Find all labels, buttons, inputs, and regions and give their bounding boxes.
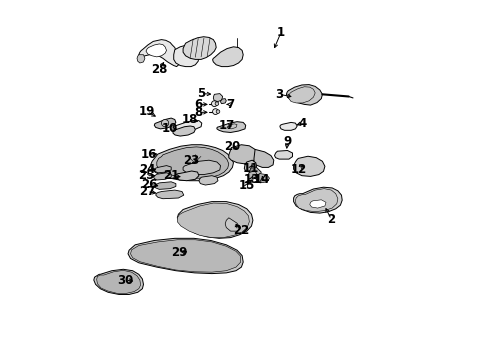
Polygon shape <box>153 173 171 180</box>
Polygon shape <box>173 126 196 136</box>
Text: 22: 22 <box>233 224 249 237</box>
Polygon shape <box>154 118 176 129</box>
Polygon shape <box>286 85 322 105</box>
Polygon shape <box>137 55 145 63</box>
Circle shape <box>213 109 219 114</box>
Text: 2: 2 <box>327 213 336 226</box>
Polygon shape <box>155 182 176 189</box>
Text: 25: 25 <box>138 169 154 182</box>
Polygon shape <box>245 160 257 172</box>
Polygon shape <box>294 156 325 176</box>
Polygon shape <box>130 240 241 272</box>
Polygon shape <box>217 122 245 132</box>
Polygon shape <box>139 40 181 67</box>
Text: 9: 9 <box>283 135 292 148</box>
Text: 30: 30 <box>118 274 134 287</box>
Polygon shape <box>229 145 258 164</box>
Polygon shape <box>177 203 249 238</box>
Text: 27: 27 <box>139 185 155 198</box>
Text: 10: 10 <box>161 122 177 135</box>
Polygon shape <box>213 94 222 102</box>
Text: 13: 13 <box>244 173 260 186</box>
Polygon shape <box>94 269 144 294</box>
Polygon shape <box>151 145 233 181</box>
Polygon shape <box>295 189 338 212</box>
Circle shape <box>216 110 220 113</box>
Polygon shape <box>294 187 342 213</box>
Polygon shape <box>289 87 315 103</box>
Polygon shape <box>274 150 293 159</box>
Text: 28: 28 <box>151 63 168 76</box>
Polygon shape <box>174 45 199 67</box>
Text: 19: 19 <box>139 105 155 118</box>
Text: 11: 11 <box>242 162 259 175</box>
Polygon shape <box>310 200 326 208</box>
Text: 29: 29 <box>172 246 188 259</box>
Polygon shape <box>228 124 237 129</box>
Polygon shape <box>254 149 274 167</box>
Text: 16: 16 <box>140 148 157 161</box>
Text: 24: 24 <box>139 163 155 176</box>
Text: 26: 26 <box>142 178 158 191</box>
Text: 21: 21 <box>163 169 179 182</box>
Polygon shape <box>257 174 270 183</box>
Circle shape <box>212 101 217 107</box>
Polygon shape <box>173 121 202 130</box>
Text: 23: 23 <box>184 154 200 167</box>
Text: 8: 8 <box>194 106 202 119</box>
Polygon shape <box>225 218 240 231</box>
Text: 12: 12 <box>291 163 307 176</box>
Text: 17: 17 <box>219 119 235 132</box>
Text: 15: 15 <box>239 179 255 192</box>
Text: 20: 20 <box>224 140 241 153</box>
Polygon shape <box>183 37 216 59</box>
Polygon shape <box>154 166 171 173</box>
Polygon shape <box>248 171 257 179</box>
Polygon shape <box>249 166 261 178</box>
Circle shape <box>162 120 169 127</box>
Polygon shape <box>128 238 243 274</box>
Polygon shape <box>146 44 167 57</box>
Polygon shape <box>157 147 229 178</box>
Polygon shape <box>213 47 243 67</box>
Polygon shape <box>220 99 226 104</box>
Polygon shape <box>97 270 141 293</box>
Polygon shape <box>183 160 220 175</box>
Text: 6: 6 <box>194 98 202 111</box>
Text: 14: 14 <box>254 173 270 186</box>
Circle shape <box>215 102 219 105</box>
Text: 5: 5 <box>197 87 205 100</box>
Polygon shape <box>156 190 184 199</box>
Text: 7: 7 <box>226 98 235 111</box>
Polygon shape <box>175 171 199 181</box>
Text: 1: 1 <box>277 26 285 39</box>
Polygon shape <box>177 202 253 238</box>
Text: 3: 3 <box>275 88 283 101</box>
Polygon shape <box>280 122 297 130</box>
Text: 4: 4 <box>298 117 307 130</box>
Polygon shape <box>199 176 218 185</box>
Text: 18: 18 <box>182 113 198 126</box>
